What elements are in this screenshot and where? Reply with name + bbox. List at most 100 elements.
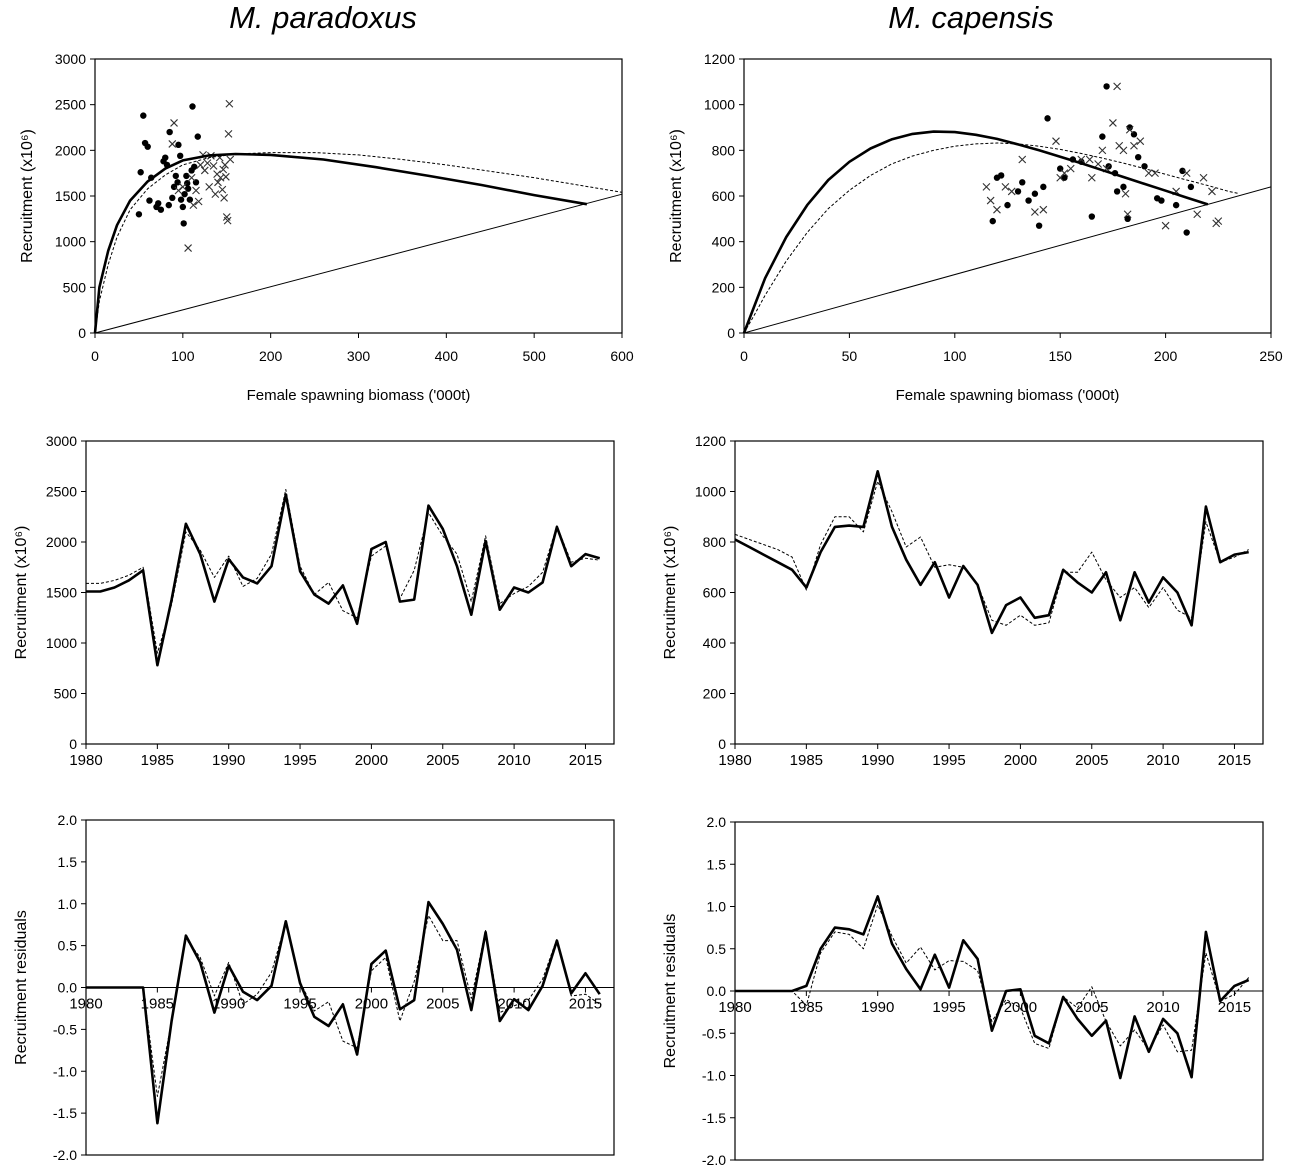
- data-point-cross: [1109, 119, 1117, 127]
- x-tick-label: 250: [1259, 348, 1283, 364]
- y-tick-label: 1.5: [58, 854, 78, 870]
- data-point-dot: [1179, 167, 1186, 175]
- title-m-capensis: M. capensis: [888, 0, 1054, 35]
- x-tick-label: 0: [740, 348, 748, 364]
- x-tick-label: 2005: [426, 996, 459, 1013]
- series-line-solid: [734, 469, 1249, 635]
- y-tick-label: 2500: [46, 484, 77, 500]
- data-point-dot: [1124, 215, 1131, 223]
- data-point-dot: [1088, 213, 1096, 220]
- x-tick-label: 2010: [497, 996, 530, 1013]
- data-point-dot: [186, 196, 194, 203]
- data-point-dot: [157, 206, 165, 213]
- y-tick-label: -1.0: [702, 1068, 726, 1084]
- y-tick-label: 200: [703, 686, 727, 702]
- x-tick-label: 0: [91, 348, 99, 364]
- x-tick-label: 1990: [212, 752, 245, 769]
- data-point-dot: [181, 190, 188, 198]
- series-line-solid: [742, 130, 1209, 334]
- data-point-cross: [1018, 155, 1027, 164]
- series-line-dashed: [86, 915, 600, 1097]
- data-point-dot: [997, 172, 1005, 179]
- y-tick-label: 2500: [55, 97, 86, 113]
- x-tick-label: 2000: [355, 752, 388, 769]
- data-point-dot: [191, 163, 198, 170]
- x-tick-label: 1990: [861, 999, 894, 1016]
- data-point-cross: [209, 161, 218, 170]
- x-tick-label: 300: [347, 348, 371, 364]
- y-tick-label: -2.0: [53, 1147, 77, 1163]
- data-point-dot: [183, 172, 190, 180]
- x-tick-label: 2010: [497, 752, 530, 769]
- data-point-cross: [192, 186, 200, 195]
- series-line-dashed: [743, 142, 1240, 334]
- chart-res-paradoxus: -2.0 -1.5 -1.0 -0.5 0.0 0.5 1.0 1.5 2.0 1980 1985 1…: [13, 812, 615, 1163]
- data-point-dot: [179, 203, 187, 211]
- y-tick-label: 1200: [695, 433, 726, 449]
- y-axis-title: Recruitment (x10⁶): [668, 129, 685, 263]
- data-point-cross: [1193, 210, 1202, 219]
- y-axis-title: Recruitment (x10⁶): [19, 129, 36, 263]
- y-tick-label: 0.0: [58, 980, 78, 996]
- y-tick-label: 600: [703, 585, 727, 601]
- chart-rec-capensis: 0 200 400 600 800 1000 1200 1980 1985 1990 1995 200…: [662, 433, 1264, 769]
- x-tick-label: 1995: [283, 752, 316, 769]
- series-line-solid: [93, 152, 588, 334]
- data-point-cross: [1060, 169, 1069, 178]
- x-tick-label: 1995: [932, 999, 965, 1016]
- x-tick-label: 2015: [569, 996, 602, 1013]
- data-point-dot: [144, 143, 151, 150]
- data-point-cross: [1125, 125, 1134, 134]
- y-tick-label: 1.0: [707, 899, 727, 915]
- data-point-dot: [1172, 201, 1180, 209]
- data-point-dot: [176, 152, 184, 160]
- data-point-cross: [1113, 82, 1122, 91]
- data-point-dot: [166, 128, 173, 136]
- data-point-cross: [187, 173, 196, 182]
- x-tick-label: 1985: [141, 996, 174, 1013]
- x-tick-label: 1980: [69, 996, 102, 1013]
- title-m-paradoxus: M. paradoxus: [229, 0, 417, 35]
- y-tick-label: -1.0: [53, 1063, 77, 1079]
- x-tick-label: 1995: [932, 752, 965, 769]
- data-point-cross: [196, 161, 205, 169]
- data-point-dot: [172, 172, 180, 180]
- y-tick-label: 0.5: [707, 941, 727, 957]
- x-tick-label: 2015: [1218, 752, 1251, 769]
- x-tick-label: 2000: [355, 996, 388, 1013]
- y-tick-label: 3000: [55, 51, 86, 67]
- data-point-cross: [1208, 187, 1216, 196]
- y-axis-title: Recruitment residuals: [662, 914, 679, 1069]
- y-tick-label: 1500: [55, 188, 86, 204]
- y-tick-label: 0.5: [58, 938, 78, 954]
- data-point-dot: [175, 141, 182, 149]
- x-tick-label: 50: [842, 348, 858, 364]
- x-tick-label: 1990: [861, 752, 894, 769]
- data-point-cross: [1136, 137, 1145, 146]
- data-point-cross: [1161, 221, 1170, 230]
- data-point-cross: [184, 244, 192, 252]
- data-point-cross: [986, 196, 995, 205]
- x-tick-label: 150: [1049, 348, 1073, 364]
- series-line-thin: [743, 186, 1272, 334]
- y-tick-label: 0: [69, 736, 77, 752]
- data-point-cross: [1123, 210, 1132, 219]
- x-tick-label: 2005: [1075, 999, 1108, 1016]
- y-axis-title: Recruitment (x10⁶): [662, 526, 679, 660]
- data-point-cross: [224, 130, 233, 138]
- data-point-cross: [1121, 189, 1130, 198]
- y-tick-label: 400: [712, 234, 736, 250]
- data-point-cross: [220, 193, 229, 202]
- y-tick-label: 1000: [46, 635, 77, 651]
- data-point-cross: [1052, 137, 1060, 146]
- plot-frame: [743, 58, 1272, 334]
- data-point-cross: [1007, 187, 1016, 196]
- y-tick-label: 1.5: [707, 856, 727, 872]
- x-axis-title: Female spawning biomass ('000t): [896, 387, 1120, 404]
- data-point-dot: [180, 220, 187, 227]
- y-tick-label: -1.5: [53, 1105, 77, 1121]
- y-tick-label: 2000: [46, 534, 77, 550]
- y-tick-label: 1.0: [58, 896, 78, 912]
- series-line-thin: [94, 193, 623, 334]
- y-tick-label: 500: [54, 686, 78, 702]
